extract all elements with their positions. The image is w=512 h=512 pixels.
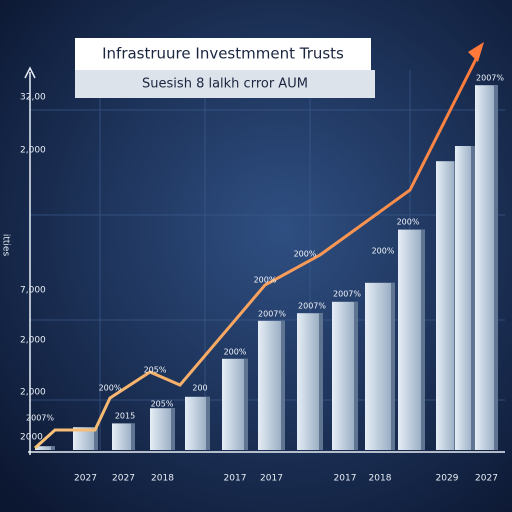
y-axis-label: 32,00	[20, 93, 46, 103]
y-axis-title: itties	[1, 234, 11, 257]
bar	[365, 282, 395, 450]
bar-side	[281, 320, 285, 450]
x-tick-label: 2017	[260, 474, 283, 484]
subtitle-box	[75, 70, 375, 98]
bar	[185, 396, 210, 450]
bar	[398, 229, 425, 450]
bar-side	[244, 358, 248, 450]
y-axis-label: 2,000	[20, 336, 46, 346]
bar-side	[421, 229, 425, 450]
data-annotation: 200%	[224, 348, 247, 357]
bar	[222, 358, 248, 450]
bar	[258, 320, 285, 450]
bar	[112, 423, 135, 450]
data-annotation: 200	[192, 384, 207, 393]
data-annotation: 2007%	[258, 310, 286, 319]
title-box	[75, 38, 371, 70]
y-axis-label: 2,000	[20, 388, 46, 398]
bar-side	[171, 408, 175, 450]
data-annotation: 205%	[151, 400, 174, 409]
bar	[332, 301, 358, 450]
bar-side	[319, 313, 323, 450]
bar-side	[471, 146, 475, 450]
arrow-head	[468, 42, 484, 62]
data-annotation: 2007%	[476, 74, 504, 83]
y-axis-label: 2000	[20, 433, 43, 443]
y-axis-label: 2,000	[20, 146, 46, 156]
x-tick-label: 2029	[436, 474, 459, 484]
bar-side	[51, 446, 55, 450]
data-annotation: 2007%	[26, 414, 54, 423]
bar	[150, 408, 175, 450]
x-tick-label: 2018	[369, 474, 392, 484]
x-tick-label: 2027	[475, 474, 498, 484]
bar-side	[354, 301, 358, 450]
bar	[35, 446, 55, 450]
bar	[455, 146, 475, 450]
bar-side	[494, 85, 498, 450]
data-annotation: 200%	[372, 247, 395, 256]
data-annotation: 200%	[294, 250, 317, 259]
data-annotation: 200%	[254, 276, 277, 285]
bar	[73, 427, 98, 450]
x-tick-label: 2018	[151, 474, 174, 484]
data-annotation: 200%	[397, 218, 420, 227]
bar-side	[391, 282, 395, 450]
x-tick-label: 2027	[74, 474, 97, 484]
y-axis-label: 7,000	[20, 286, 46, 296]
bars	[35, 85, 498, 450]
data-annotation: 2015	[115, 412, 135, 421]
data-annotation: 200%	[99, 384, 122, 393]
chart-subtitle: Suesish 8 lalkh crror AUM	[142, 77, 308, 92]
data-annotation: 2007%	[333, 290, 361, 299]
bar	[436, 161, 458, 450]
bar-side	[131, 423, 135, 450]
trend-arrow	[33, 54, 480, 450]
x-tick-label: 2017	[224, 474, 247, 484]
bar	[297, 313, 323, 450]
chart-title: Infrastruure Investmment Trusts	[102, 45, 344, 63]
data-annotation: 205%	[144, 366, 167, 375]
data-annotation: 2007%	[298, 302, 326, 311]
bar-side	[206, 396, 210, 450]
x-tick-label: 2017	[334, 474, 357, 484]
x-tick-label: 2027	[112, 474, 135, 484]
y-axis-arrow	[24, 66, 36, 79]
bar-side	[94, 427, 98, 450]
bar	[475, 85, 498, 450]
